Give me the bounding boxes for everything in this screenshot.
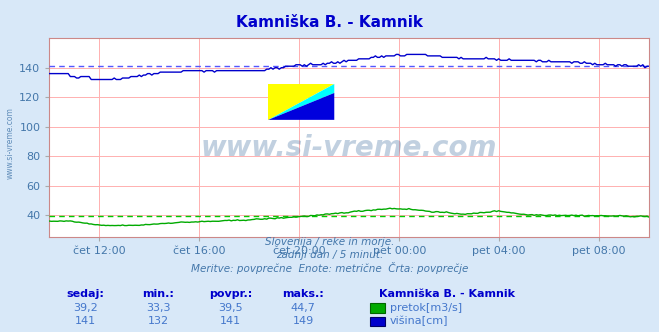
Polygon shape	[268, 84, 334, 120]
Text: pretok[m3/s]: pretok[m3/s]	[390, 303, 462, 313]
Text: www.si-vreme.com: www.si-vreme.com	[201, 134, 498, 162]
Text: 33,3: 33,3	[146, 303, 171, 313]
Text: višina[cm]: višina[cm]	[390, 316, 449, 327]
Text: Meritve: povprečne  Enote: metrične  Črta: povprečje: Meritve: povprečne Enote: metrične Črta:…	[191, 262, 468, 274]
Text: zadnji dan / 5 minut.: zadnji dan / 5 minut.	[276, 250, 383, 260]
Text: Kamniška B. - Kamnik: Kamniška B. - Kamnik	[236, 15, 423, 30]
Polygon shape	[268, 84, 334, 120]
Text: Kamniška B. - Kamnik: Kamniška B. - Kamnik	[379, 289, 515, 299]
Text: povpr.:: povpr.:	[209, 289, 252, 299]
Text: www.si-vreme.com: www.si-vreme.com	[5, 107, 14, 179]
Text: 44,7: 44,7	[291, 303, 316, 313]
Text: sedaj:: sedaj:	[67, 289, 105, 299]
Text: 141: 141	[75, 316, 96, 326]
Text: 149: 149	[293, 316, 314, 326]
Text: 132: 132	[148, 316, 169, 326]
Text: 141: 141	[220, 316, 241, 326]
Text: min.:: min.:	[142, 289, 174, 299]
Text: 39,5: 39,5	[218, 303, 243, 313]
Text: maks.:: maks.:	[282, 289, 324, 299]
Polygon shape	[268, 93, 334, 120]
Text: Slovenija / reke in morje.: Slovenija / reke in morje.	[265, 237, 394, 247]
Text: 39,2: 39,2	[73, 303, 98, 313]
